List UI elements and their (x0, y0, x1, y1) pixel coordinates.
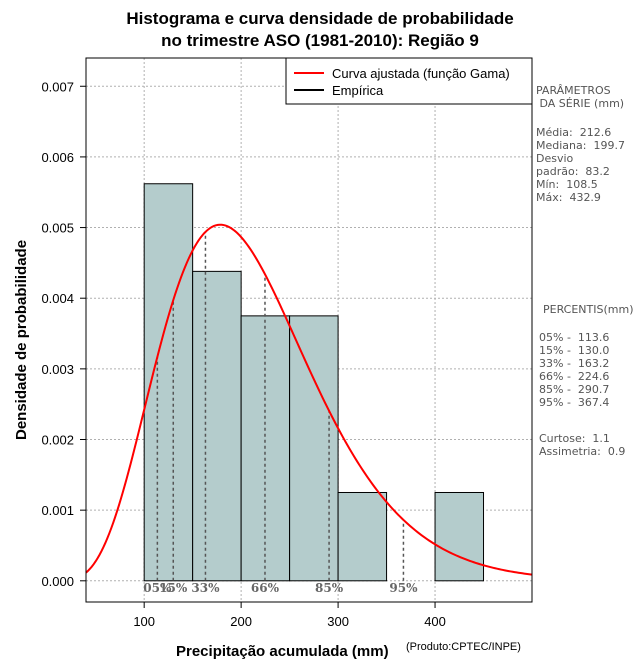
legend-label: Curva ajustada (função Gama) (332, 66, 510, 81)
percentile-label: 33% (191, 581, 220, 595)
x-tick-label: 200 (230, 614, 252, 629)
gamma-curve (85, 223, 533, 576)
x-axis-label: Precipitação acumulada (mm) (176, 643, 389, 660)
y-tick-label: 0.007 (41, 79, 74, 94)
percentis-values: 05% - 113.6 15% - 130.0 33% - 163.2 66% … (539, 331, 610, 409)
histogram-bar (337, 491, 388, 582)
x-tick-label: 100 (133, 614, 155, 629)
params-title: PARÂMETROS DA SÉRIE (mm) (536, 84, 625, 110)
histogram-bar (143, 183, 194, 582)
axes-layer: 100 200 300 400 0.000 0.001 0.002 0.003 0.004 0.0… (41, 79, 445, 629)
x-tick-label: 400 (424, 614, 446, 629)
legend: Curva ajustada (função Gama) Empírica (285, 57, 533, 105)
chart-title-line2: no trimestre ASO (1981-2010): Região 9 (161, 31, 479, 50)
y-tick-label: 0.002 (41, 433, 74, 448)
percentile-layer: 05%15% 33% 66% 85% 95% (143, 231, 418, 595)
params-values: Média: 212.6 Mediana: 199.7 Desvio padrã… (536, 126, 625, 204)
histogram-bar (434, 491, 485, 582)
histogram-bar (289, 315, 339, 582)
percentile-label: 66% (251, 581, 280, 595)
y-tick-label: 0.001 (41, 503, 74, 518)
bars-layer (143, 183, 485, 582)
percentile-label: 95% (389, 581, 418, 595)
percentile-label: 15% (159, 581, 188, 595)
percentis-title: PERCENTIS(mm) (543, 303, 634, 316)
credit-label: (Produto:CPTEC/INPE) (406, 641, 521, 653)
chart-title-line1: Histograma e curva densidade de probabil… (126, 9, 514, 28)
y-tick-label: 0.003 (41, 362, 74, 377)
percentile-label: 85% (315, 581, 344, 595)
y-tick-label: 0.005 (41, 221, 74, 236)
y-axis-label: Densidade de probabilidade (13, 239, 30, 440)
y-tick-label: 0.006 (41, 150, 74, 165)
shape-stats: Curtose: 1.1 Assimetria: 0.9 (539, 432, 626, 458)
y-tick-label: 0.000 (41, 574, 74, 589)
x-tick-label: 300 (327, 614, 349, 629)
histogram-bar (192, 270, 242, 582)
percentile-label: 05% (143, 581, 172, 595)
curve-layer (85, 223, 533, 576)
y-tick-label: 0.004 (41, 291, 74, 306)
legend-box (285, 57, 533, 105)
legend-label: Empírica (332, 83, 384, 98)
